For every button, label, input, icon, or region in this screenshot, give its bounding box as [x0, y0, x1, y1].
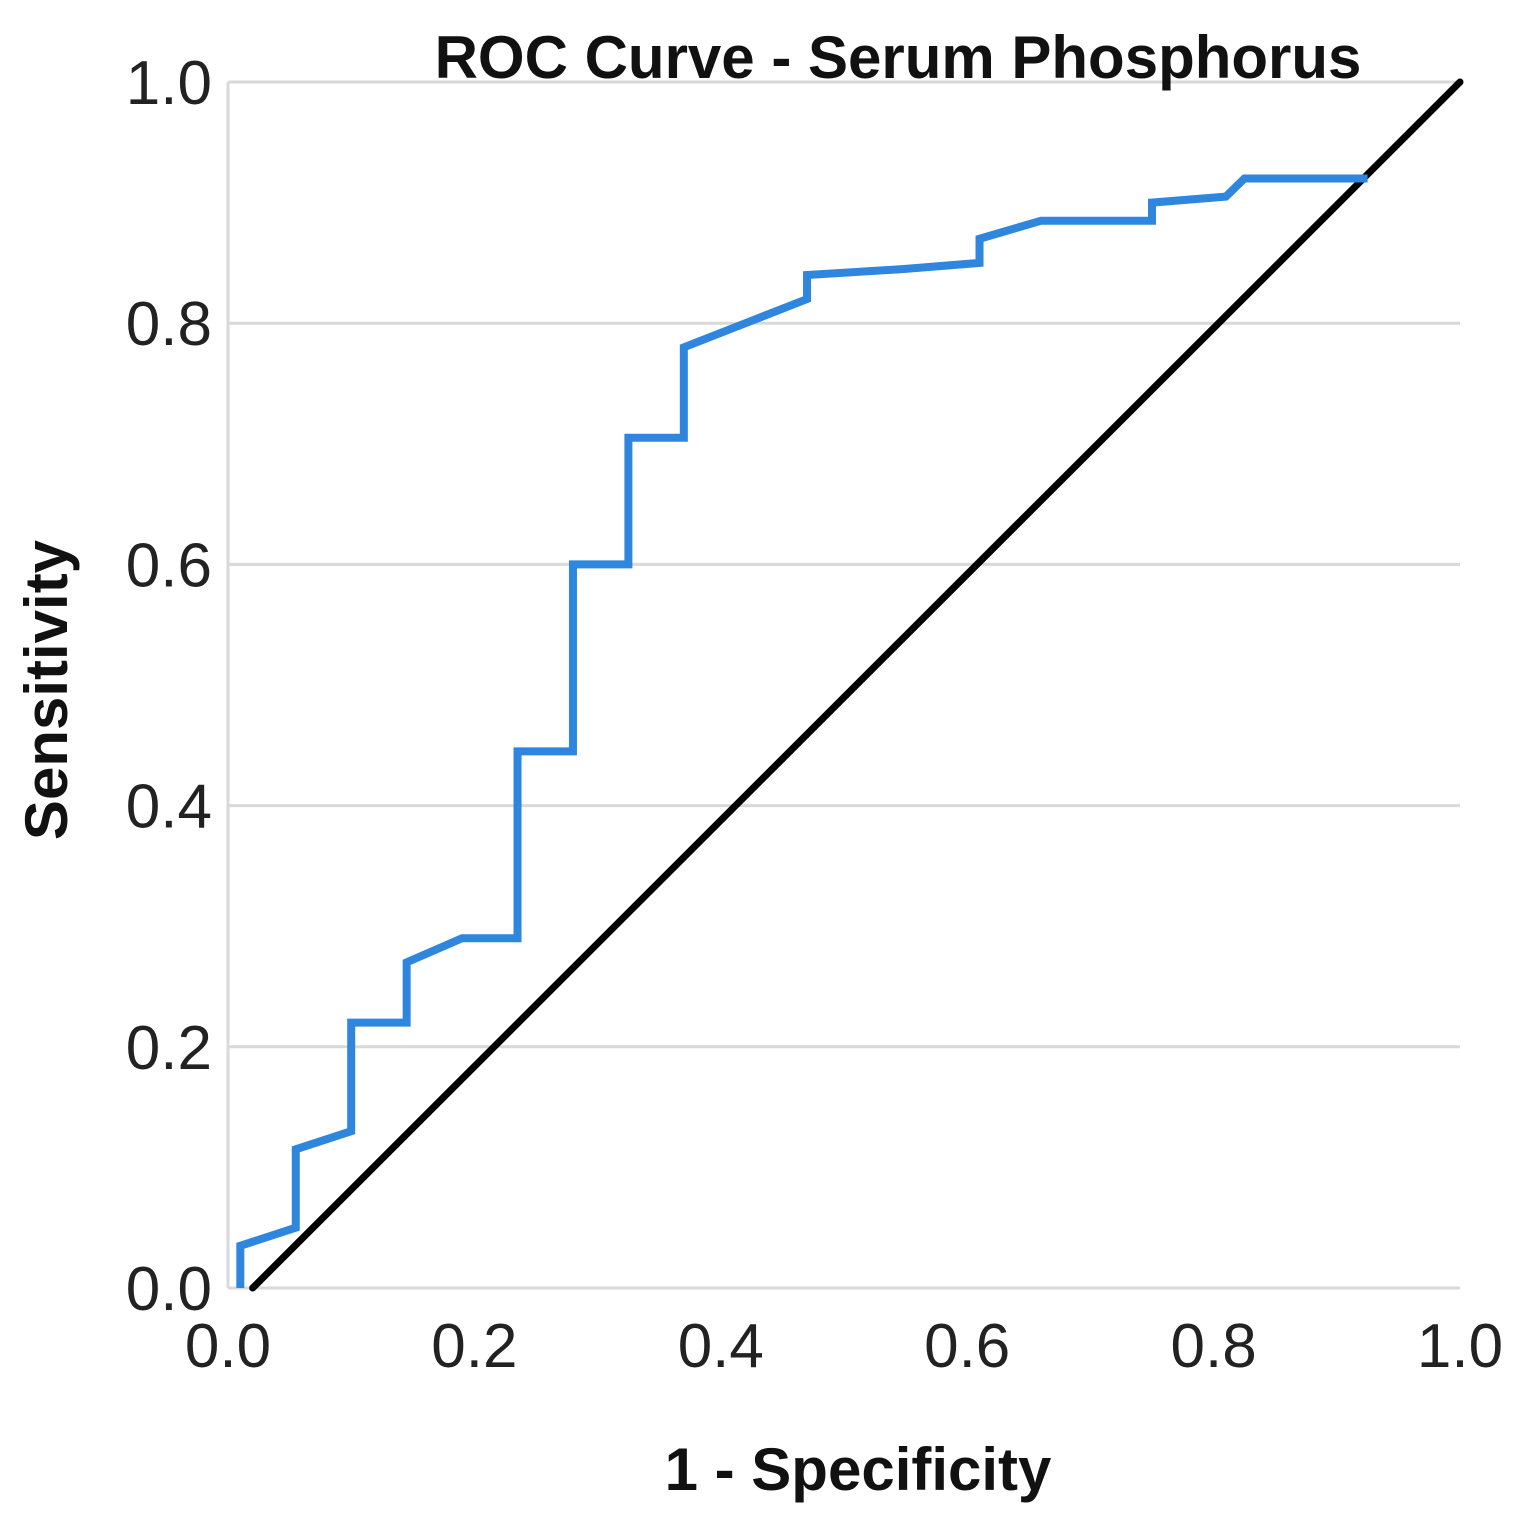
chart-title: ROC Curve - Serum Phosphorus — [435, 24, 1362, 91]
x-tick-label: 0.8 — [1170, 1312, 1256, 1381]
x-tick-label: 0.0 — [185, 1312, 271, 1381]
y-tick-label: 0.6 — [126, 531, 212, 600]
y-axis-title: Sensitivity — [13, 539, 80, 840]
reference-line — [249, 78, 1464, 1292]
x-tick-label: 0.2 — [431, 1312, 517, 1381]
x-tick-label: 0.4 — [678, 1312, 764, 1381]
y-tick-label: 0.4 — [126, 773, 212, 842]
y-tick-label: 0.0 — [126, 1255, 212, 1324]
grid-layer — [228, 80, 1460, 1049]
y-tick-label: 0.2 — [126, 1014, 212, 1083]
x-tick-label: 1.0 — [1417, 1312, 1503, 1381]
x-axis-title: 1 - Specificity — [665, 1436, 1052, 1503]
series-layer — [236, 78, 1464, 1292]
y-tick-label: 1.0 — [126, 49, 212, 118]
axis-layer — [226, 82, 1460, 1290]
y-tick-label: 0.8 — [126, 290, 212, 359]
x-tick-label: 0.6 — [924, 1312, 1010, 1381]
roc-curve-line — [236, 174, 1368, 1288]
tick-layer: 0.0 0.2 0.4 0.6 0.8 1.0 0.0 0.2 0.4 0.6 0.8 1.0 — [126, 49, 1503, 1381]
